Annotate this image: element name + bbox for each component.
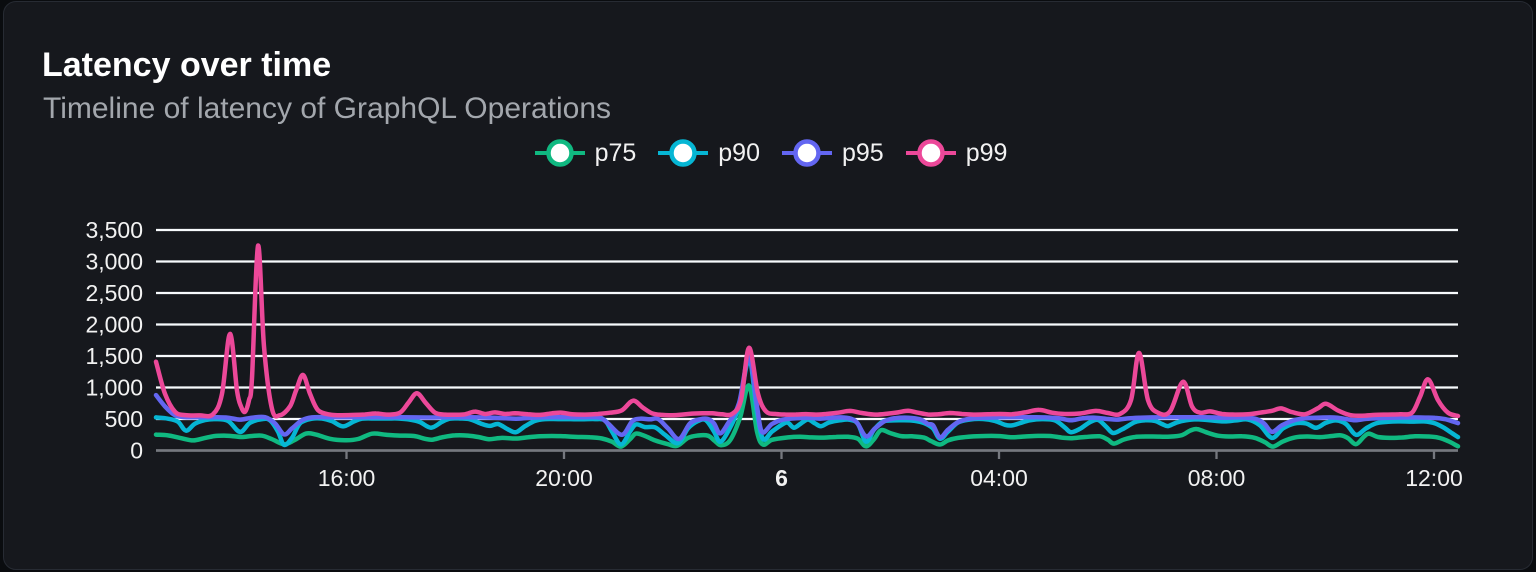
svg-text:1,000: 1,000	[85, 375, 143, 401]
svg-text:3,000: 3,000	[85, 249, 143, 275]
svg-text:500: 500	[105, 406, 143, 432]
svg-text:08:00: 08:00	[1188, 465, 1246, 491]
svg-text:2,500: 2,500	[85, 280, 143, 306]
svg-text:04:00: 04:00	[970, 465, 1028, 491]
svg-text:12:00: 12:00	[1405, 465, 1463, 491]
svg-text:1,500: 1,500	[85, 343, 143, 369]
svg-text:2,000: 2,000	[85, 312, 143, 338]
svg-text:16:00: 16:00	[318, 465, 376, 491]
svg-text:0: 0	[130, 438, 143, 464]
svg-text:20:00: 20:00	[535, 465, 593, 491]
svg-text:6: 6	[775, 465, 788, 491]
svg-text:3,500: 3,500	[85, 217, 143, 243]
